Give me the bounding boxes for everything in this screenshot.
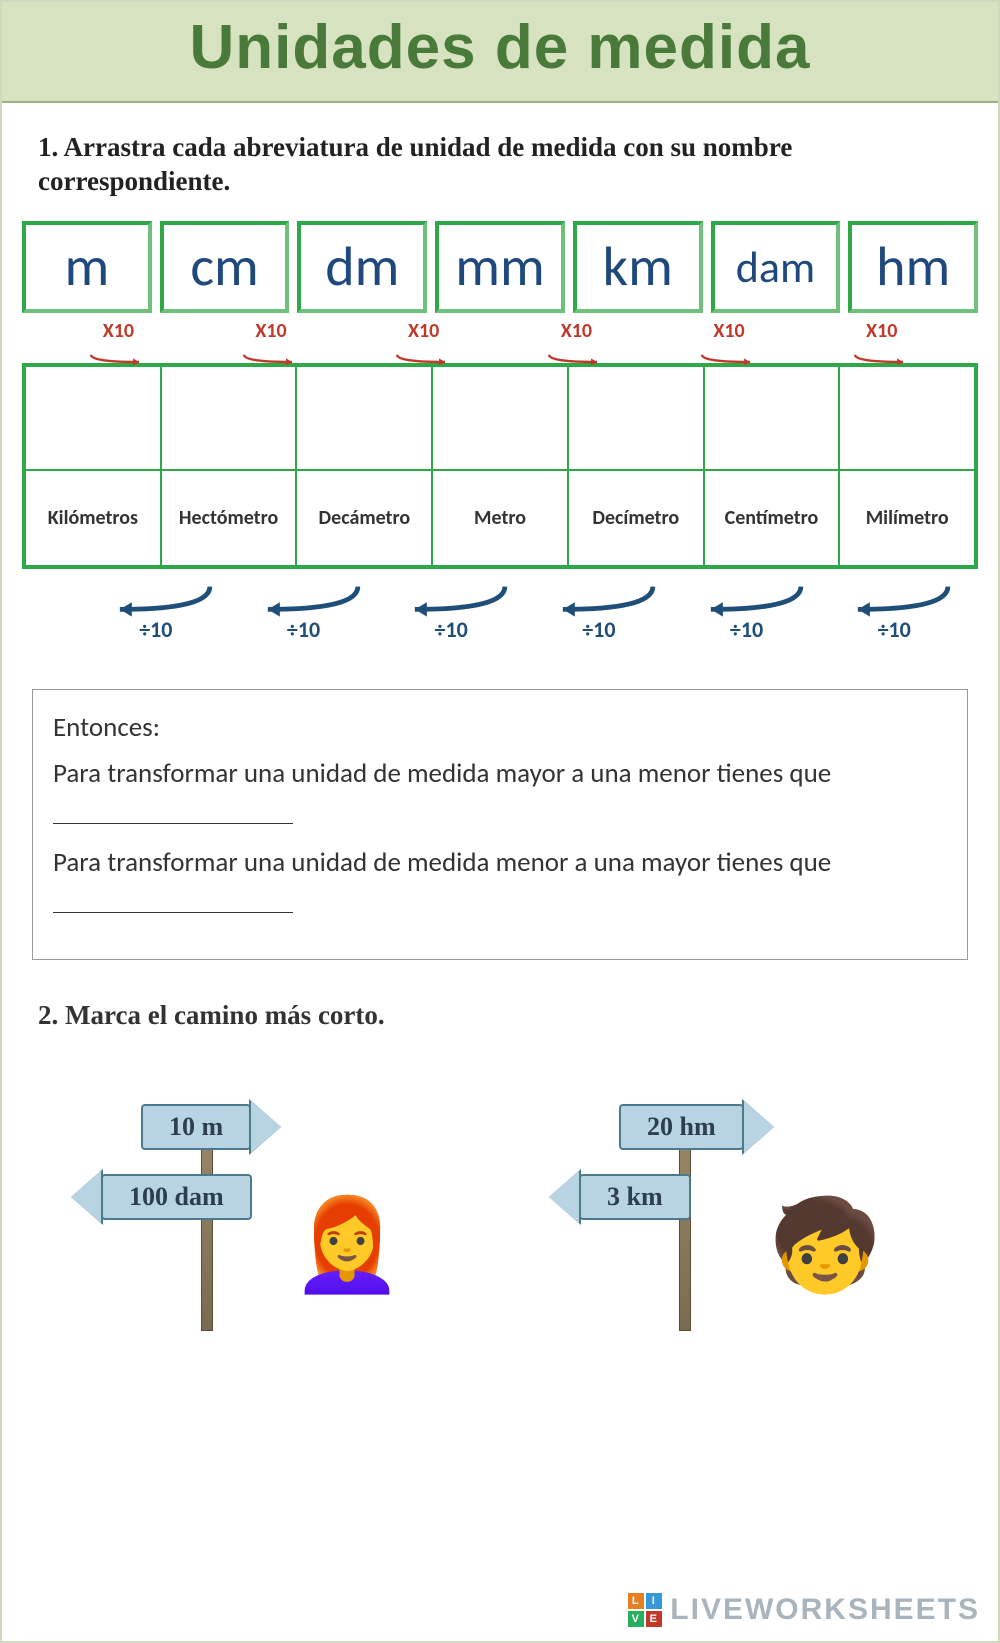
divide-label: ÷10 <box>377 616 525 643</box>
explain-box: Entonces: Para transformar una unidad de… <box>32 689 968 961</box>
arrowhead-right-icon <box>251 1101 281 1153</box>
multiply-label: X10 <box>653 319 806 343</box>
multiply-arrow: X10 <box>195 319 348 359</box>
abbrev-row: mcmdmmmkmdamhm <box>2 221 998 313</box>
unit-name-cell: Metro <box>432 470 568 566</box>
multiply-row: X10 X10 X10 X10 X10 X10 <box>2 319 998 359</box>
watermark-text: LIVEWORKSHEETS <box>670 1593 980 1627</box>
divide-arrow: ÷10 <box>673 583 821 639</box>
drop-cell[interactable] <box>568 366 704 470</box>
signs-area: 10 m 100 dam 👩‍🦰 20 hm 3 km 🧒 <box>2 1051 998 1391</box>
names-row: KilómetrosHectómetroDecámetroMetroDecíme… <box>25 470 975 566</box>
drop-cell[interactable] <box>839 366 975 470</box>
sign-label: 20 hm <box>619 1104 744 1150</box>
multiply-arrow: X10 <box>805 319 958 359</box>
abbrev-box[interactable]: dam <box>711 221 841 313</box>
multiply-label: X10 <box>805 319 958 343</box>
drop-cell[interactable] <box>161 366 297 470</box>
unit-name-cell: Decímetro <box>568 470 704 566</box>
unit-name-cell: Hectómetro <box>161 470 297 566</box>
abbrev-box[interactable]: km <box>573 221 703 313</box>
multiply-arrow: X10 <box>347 319 500 359</box>
instruction-1: 1. Arrastra cada abreviatura de unidad d… <box>2 103 998 221</box>
person-icon: 👩‍🦰 <box>291 1191 403 1301</box>
conversion-table: KilómetrosHectómetroDecámetroMetroDecíme… <box>22 363 978 569</box>
explain-head: Entonces: <box>53 708 947 749</box>
drop-cell[interactable] <box>432 366 568 470</box>
drop-cell[interactable] <box>25 366 161 470</box>
watermark: LIVE LIVEWORKSHEETS <box>628 1593 980 1627</box>
multiply-label: X10 <box>195 319 348 343</box>
sign-left[interactable]: 100 dam <box>71 1171 252 1223</box>
page-title: Unidades de medida <box>2 12 998 83</box>
unit-name-cell: Decámetro <box>296 470 432 566</box>
watermark-logo-cell: E <box>646 1611 662 1627</box>
divide-arrow: ÷10 <box>820 583 968 639</box>
arrow-right-icon <box>363 351 485 363</box>
explain-line2-text: Para transformar una unidad de medida me… <box>53 846 831 879</box>
multiply-arrow: X10 <box>653 319 806 359</box>
sign-label: 100 dam <box>101 1174 252 1220</box>
divide-label: ÷10 <box>820 616 968 643</box>
blank-input-2[interactable] <box>53 883 293 913</box>
watermark-logo-cell: V <box>628 1611 644 1627</box>
multiply-arrow: X10 <box>42 319 195 359</box>
drop-cell[interactable] <box>704 366 840 470</box>
arrow-right-icon <box>515 351 637 363</box>
explain-line1-text: Para transformar una unidad de medida ma… <box>53 757 831 790</box>
abbrev-box[interactable]: mm <box>435 221 565 313</box>
abbrev-box[interactable]: cm <box>160 221 290 313</box>
divide-arrow: ÷10 <box>82 583 230 639</box>
arrow-right-icon <box>668 351 790 363</box>
unit-name-cell: Kilómetros <box>25 470 161 566</box>
drop-cell[interactable] <box>296 366 432 470</box>
sign-right[interactable]: 10 m <box>141 1101 281 1153</box>
divide-label: ÷10 <box>82 616 230 643</box>
arrow-right-icon <box>210 351 332 363</box>
unit-name-cell: Milímetro <box>839 470 975 566</box>
watermark-logo-cell: L <box>628 1593 644 1609</box>
worksheet-page: Unidades de medida 1. Arrastra cada abre… <box>0 0 1000 1643</box>
divide-label: ÷10 <box>525 616 673 643</box>
unit-name-cell: Centímetro <box>704 470 840 566</box>
sign-left[interactable]: 3 km <box>549 1171 691 1223</box>
divide-row: ÷10 ÷10 ÷10 ÷10 ÷10 ÷10 <box>2 573 998 639</box>
sign-label: 3 km <box>579 1174 691 1220</box>
watermark-logo-cell: I <box>646 1593 662 1609</box>
instruction-2: 2. Marca el camino más corto. <box>2 960 998 1051</box>
sign-right[interactable]: 20 hm <box>619 1101 774 1153</box>
drop-row <box>25 366 975 470</box>
arrow-right-icon <box>57 351 179 363</box>
divide-arrow: ÷10 <box>525 583 673 639</box>
abbrev-box[interactable]: hm <box>848 221 978 313</box>
person-icon: 🧒 <box>769 1191 881 1301</box>
multiply-label: X10 <box>42 319 195 343</box>
sign-group: 20 hm 3 km 🧒 <box>529 1071 949 1351</box>
arrowhead-left-icon <box>549 1171 579 1223</box>
divide-arrow: ÷10 <box>230 583 378 639</box>
arrowhead-left-icon <box>71 1171 101 1223</box>
divide-arrow: ÷10 <box>377 583 525 639</box>
blank-input-1[interactable] <box>53 795 293 825</box>
multiply-arrow: X10 <box>500 319 653 359</box>
abbrev-box[interactable]: dm <box>297 221 427 313</box>
divide-label: ÷10 <box>230 616 378 643</box>
divide-label: ÷10 <box>673 616 821 643</box>
explain-line2: Para transformar una unidad de medida me… <box>53 843 947 926</box>
abbrev-box[interactable]: m <box>22 221 152 313</box>
sign-label: 10 m <box>141 1104 251 1150</box>
multiply-label: X10 <box>500 319 653 343</box>
title-band: Unidades de medida <box>2 2 998 103</box>
multiply-label: X10 <box>347 319 500 343</box>
watermark-logo-icon: LIVE <box>628 1593 662 1627</box>
sign-group: 10 m 100 dam 👩‍🦰 <box>51 1071 471 1351</box>
arrowhead-right-icon <box>744 1101 774 1153</box>
arrow-right-icon <box>821 351 943 363</box>
explain-line1: Para transformar una unidad de medida ma… <box>53 754 947 837</box>
